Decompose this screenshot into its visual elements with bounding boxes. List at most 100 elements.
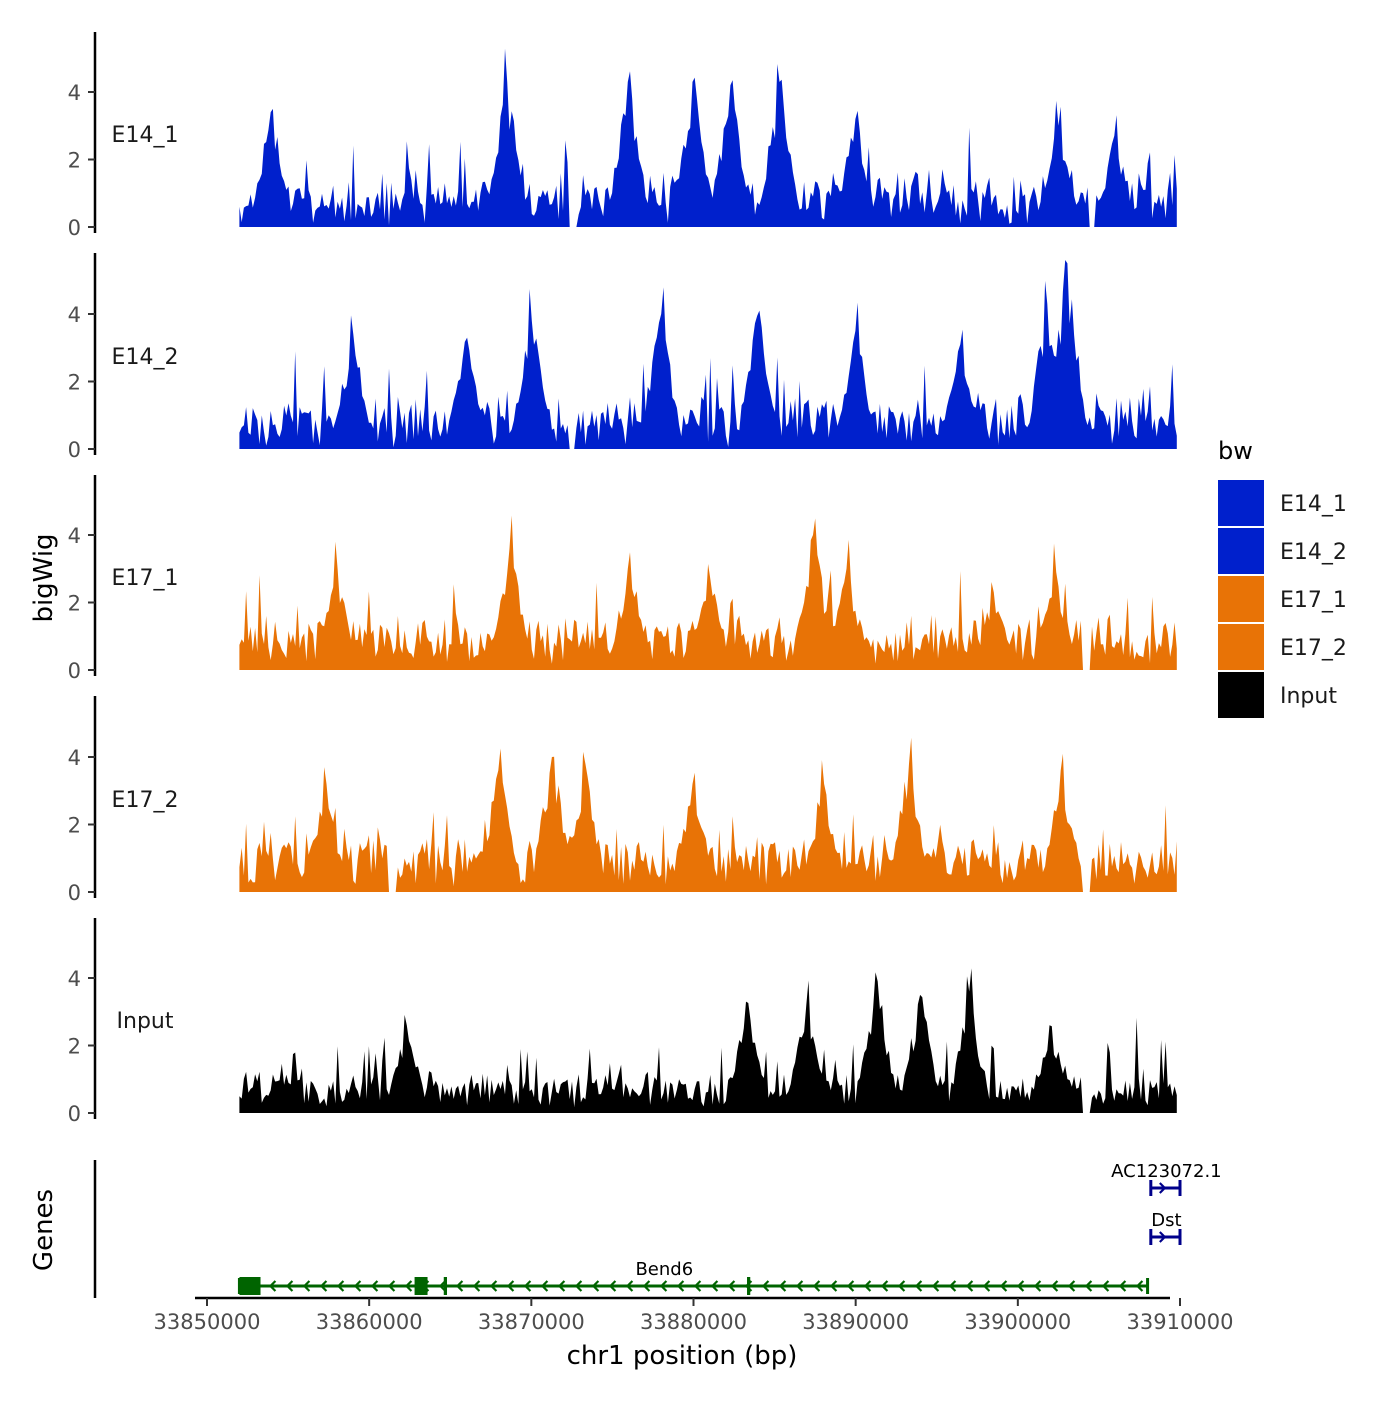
legend: bw E14_1 E14_2 E17_1 E17_2 Input xyxy=(1218,437,1347,718)
strand-chevron xyxy=(608,1280,617,1292)
x-tick-label: 33880000 xyxy=(640,1310,747,1334)
strand-chevron xyxy=(948,1280,957,1292)
strand-chevron xyxy=(1159,1231,1167,1243)
strand-chevron xyxy=(1016,1280,1025,1292)
gene-dst: Dst xyxy=(1149,1210,1182,1245)
strand-chevron xyxy=(880,1280,889,1292)
track-e17_1: 0 2 4 E17_1 xyxy=(68,475,1177,683)
strand-chevron xyxy=(982,1280,991,1292)
y-tick-label: 0 xyxy=(68,216,81,240)
strand-chevron xyxy=(965,1280,974,1292)
track-e14_1: 0 2 4 E14_1 xyxy=(68,32,1177,240)
gene-track: AC123072.1 Dst Bend6 xyxy=(93,1160,1222,1298)
gene-label: Bend6 xyxy=(635,1259,693,1280)
strand-chevron xyxy=(370,1280,379,1292)
coverage-tracks: 0 2 4 E14_1 0 2 4 E14_2 0 2 4 E17_1 0 2 4 E17_2 0 2 4 Input xyxy=(68,32,1177,1126)
strand-chevron xyxy=(591,1280,600,1292)
track-name-label: E17_2 xyxy=(112,788,179,813)
strand-chevron xyxy=(1101,1280,1110,1292)
strand-chevron xyxy=(1067,1280,1076,1292)
y-tick-label: 2 xyxy=(68,1035,81,1059)
legend-swatch-input xyxy=(1218,672,1264,718)
gene-exon xyxy=(443,1277,448,1295)
strand-chevron xyxy=(659,1280,668,1292)
strand-chevron xyxy=(914,1280,923,1292)
strand-chevron xyxy=(404,1280,413,1292)
legend-entries: E14_1 E14_2 E17_1 E17_2 Input xyxy=(1218,480,1347,718)
strand-chevron xyxy=(455,1280,464,1292)
strand-chevron xyxy=(642,1280,651,1292)
y-tick-label: 2 xyxy=(68,592,81,616)
strand-chevron xyxy=(557,1280,566,1292)
strand-chevron xyxy=(710,1280,719,1292)
strand-chevron xyxy=(1118,1280,1127,1292)
strand-chevron xyxy=(727,1280,736,1292)
track-e14_2: 0 2 4 E14_2 xyxy=(68,253,1177,462)
coverage-area-e14_2 xyxy=(239,260,1177,449)
gene-label: Dst xyxy=(1151,1210,1181,1231)
gene-exon xyxy=(414,1277,428,1295)
genes-axis-label: Genes xyxy=(29,1189,59,1271)
strand-chevron xyxy=(268,1280,277,1292)
legend-swatch-e14_1 xyxy=(1218,480,1264,526)
strand-chevron xyxy=(336,1280,345,1292)
x-tick-label: 33900000 xyxy=(964,1310,1071,1334)
track-e17_2: 0 2 4 E17_2 xyxy=(68,696,1177,905)
legend-label-e17_1: E17_1 xyxy=(1280,588,1347,613)
strand-chevron xyxy=(353,1280,362,1292)
strand-chevron xyxy=(1050,1280,1059,1292)
legend-swatch-e17_2 xyxy=(1218,624,1264,670)
x-tick-label: 33870000 xyxy=(478,1310,585,1334)
strand-chevron xyxy=(1159,1182,1167,1194)
track-name-label: E14_2 xyxy=(112,345,179,370)
strand-chevron xyxy=(676,1280,685,1292)
coverage-area-e17_1 xyxy=(239,515,1177,670)
strand-chevron xyxy=(693,1280,702,1292)
y-tick-label: 2 xyxy=(68,814,81,838)
gene-label: AC123072.1 xyxy=(1111,1161,1221,1182)
legend-label-e17_2: E17_2 xyxy=(1280,636,1347,661)
coverage-area-e17_2 xyxy=(239,737,1177,892)
track-name-label: Input xyxy=(117,1009,174,1034)
strand-chevron xyxy=(829,1280,838,1292)
y-tick-label: 0 xyxy=(68,881,81,905)
legend-swatch-e17_1 xyxy=(1218,576,1264,622)
strand-chevron xyxy=(761,1280,770,1292)
legend-label-e14_1: E14_1 xyxy=(1280,492,1347,517)
strand-chevron xyxy=(625,1280,634,1292)
legend-label-e14_2: E14_2 xyxy=(1280,540,1347,565)
strand-chevron xyxy=(846,1280,855,1292)
y-tick-label: 4 xyxy=(68,303,81,327)
y-tick-label: 2 xyxy=(68,149,81,173)
strand-chevron xyxy=(1084,1280,1093,1292)
gene-bend6: Bend6 xyxy=(237,1259,1150,1295)
y-tick-label: 0 xyxy=(68,438,81,462)
strand-chevron xyxy=(523,1280,532,1292)
strand-chevron xyxy=(472,1280,481,1292)
gene-exon xyxy=(239,1277,261,1295)
y-tick-label: 0 xyxy=(68,1102,81,1126)
strand-chevron xyxy=(489,1280,498,1292)
y-tick-label: 0 xyxy=(68,659,81,683)
strand-chevron xyxy=(795,1280,804,1292)
strand-chevron xyxy=(1135,1280,1144,1292)
strand-chevron xyxy=(1033,1280,1042,1292)
strand-chevron xyxy=(319,1280,328,1292)
legend-title: bw xyxy=(1218,437,1253,465)
strand-chevron xyxy=(540,1280,549,1292)
track-input: 0 2 4 Input xyxy=(68,918,1177,1126)
x-axis: 33850000 33860000 33870000 33880000 33890000… xyxy=(154,1296,1233,1334)
x-tick-label: 33850000 xyxy=(154,1310,261,1334)
strand-chevron xyxy=(931,1280,940,1292)
legend-swatch-e14_2 xyxy=(1218,528,1264,574)
strand-chevron xyxy=(812,1280,821,1292)
strand-chevron xyxy=(897,1280,906,1292)
x-tick-label: 33860000 xyxy=(316,1310,423,1334)
gene-ac123072.1: AC123072.1 xyxy=(1111,1161,1222,1196)
y-axis-label: bigWig xyxy=(29,533,59,622)
strand-chevron xyxy=(999,1280,1008,1292)
strand-chevron xyxy=(778,1280,787,1292)
y-tick-label: 2 xyxy=(68,371,81,395)
